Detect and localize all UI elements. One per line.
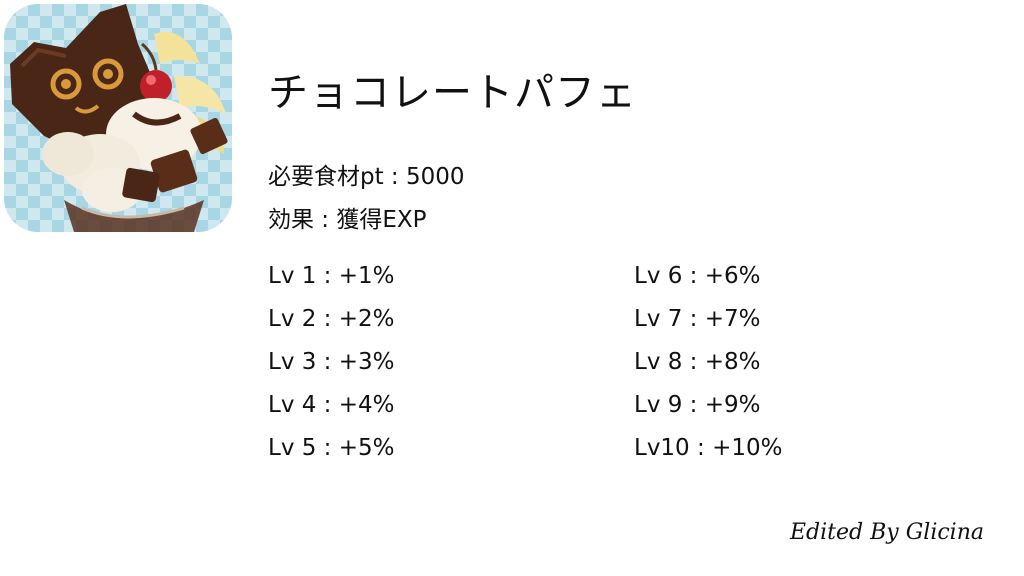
item-effect: 効果 : 獲得EXP <box>268 207 427 233</box>
level-row: Lv 7 : +7% <box>634 306 761 332</box>
item-name: チョコレートパフェ <box>268 70 637 116</box>
level-row: Lv 2 : +2% <box>268 306 395 332</box>
level-row: Lv 6 : +6% <box>634 263 761 289</box>
editor-credit: Edited By Glicina <box>790 520 984 545</box>
level-row: Lv 3 : +3% <box>268 349 395 375</box>
level-list-right: Lv 6 : +6% Lv 7 : +7% Lv 8 : +8% Lv 9 : … <box>634 262 782 477</box>
level-row: Lv 9 : +9% <box>634 392 761 418</box>
level-row: Lv 8 : +8% <box>634 349 761 375</box>
level-row: Lv10 : +10% <box>634 435 783 461</box>
chocolate-parfait-icon <box>4 4 232 232</box>
ingredient-cost: 必要食材pt : 5000 <box>268 164 465 190</box>
level-row: Lv 4 : +4% <box>268 392 395 418</box>
level-row: Lv 1 : +1% <box>268 263 395 289</box>
level-row: Lv 5 : +5% <box>268 435 395 461</box>
level-list-left: Lv 1 : +1% Lv 2 : +2% Lv 3 : +3% Lv 4 : … <box>268 262 395 477</box>
